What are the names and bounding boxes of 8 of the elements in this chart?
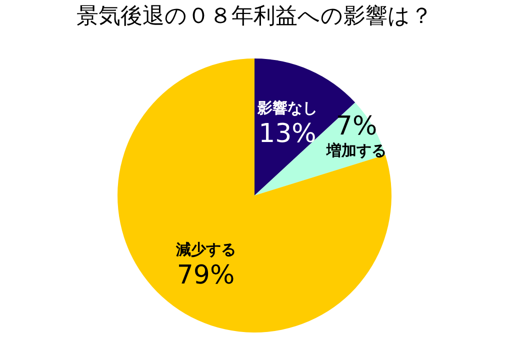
slice-label: 増加する [326, 142, 387, 160]
slice-label: 減少する [174, 240, 236, 259]
data-label: 13% [258, 119, 316, 150]
data-label: 79% [176, 260, 235, 291]
chart-title: 景気後退の０８年利益への影響は？ [76, 4, 432, 29]
data-label: 7% [336, 112, 378, 142]
pie-slice [118, 58, 392, 332]
slice-label: 影響なし [256, 99, 318, 118]
